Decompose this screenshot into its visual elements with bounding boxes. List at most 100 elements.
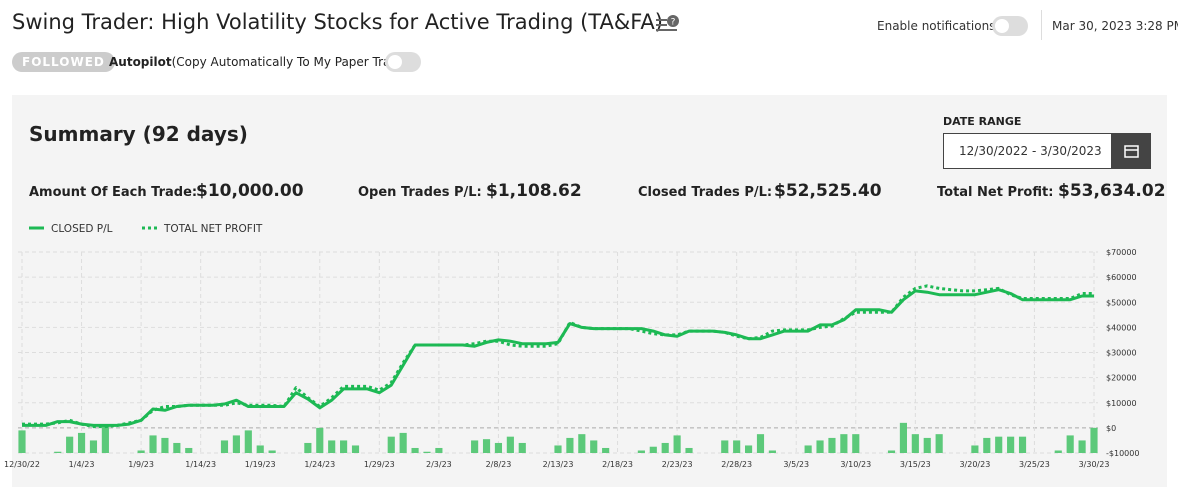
x-tick-label: 3/15/23 bbox=[900, 460, 931, 469]
bar bbox=[1054, 450, 1062, 453]
autopilot-note: (Copy Automatically To My Paper Trades) bbox=[171, 55, 417, 69]
bar bbox=[768, 450, 776, 453]
bar bbox=[649, 446, 657, 453]
bar bbox=[1066, 435, 1074, 453]
y-tick-label: $20000 bbox=[1106, 374, 1137, 383]
x-tick-label: 1/29/23 bbox=[364, 460, 395, 469]
bar bbox=[482, 439, 491, 453]
x-tick-label: 2/8/23 bbox=[486, 460, 512, 469]
info-icon[interactable]: ? bbox=[655, 14, 681, 34]
y-tick-label: $60000 bbox=[1106, 273, 1137, 282]
summary-title: Summary (92 days) bbox=[29, 122, 248, 146]
bar bbox=[721, 440, 729, 453]
bar bbox=[304, 442, 312, 453]
x-tick-label: 1/19/23 bbox=[245, 460, 276, 469]
bar bbox=[745, 445, 753, 453]
bar bbox=[89, 440, 98, 453]
bar bbox=[733, 440, 741, 453]
bar bbox=[423, 451, 431, 453]
notifications-toggle[interactable] bbox=[992, 16, 1028, 36]
bar bbox=[77, 432, 86, 453]
bar bbox=[828, 437, 836, 453]
bar bbox=[340, 440, 348, 453]
bar bbox=[137, 450, 145, 453]
x-tick-label: 3/5/23 bbox=[783, 460, 809, 469]
bar bbox=[590, 440, 598, 453]
bar bbox=[506, 436, 514, 453]
bar bbox=[685, 447, 693, 453]
notifications-label: Enable notifications bbox=[877, 19, 996, 33]
date-range-label: DATE RANGE bbox=[943, 115, 1022, 128]
followed-badge[interactable]: FOLLOWED bbox=[12, 52, 115, 72]
bar bbox=[804, 445, 812, 453]
bar bbox=[578, 434, 586, 453]
stat-label: Open Trades P/L: bbox=[358, 185, 482, 200]
bar bbox=[101, 425, 109, 453]
y-tick-label: $70000 bbox=[1106, 248, 1137, 257]
x-tick-label: 1/24/23 bbox=[304, 460, 335, 469]
bar bbox=[887, 450, 896, 453]
bar bbox=[602, 447, 610, 453]
series-line bbox=[22, 284, 1094, 429]
autopilot-label: Autopilot bbox=[109, 55, 172, 69]
x-tick-label: 2/28/23 bbox=[721, 460, 752, 469]
y-tick-label: -$10000 bbox=[1106, 449, 1139, 458]
legend-label: TOTAL NET PROFIT bbox=[163, 223, 263, 235]
bar bbox=[995, 436, 1003, 453]
bar bbox=[220, 440, 229, 453]
bar bbox=[411, 447, 419, 453]
bar bbox=[18, 430, 26, 453]
x-tick-label: 3/10/23 bbox=[840, 460, 871, 469]
svg-text:?: ? bbox=[671, 18, 676, 28]
y-tick-label: $50000 bbox=[1106, 298, 1137, 307]
stat-value: $1,108.62 bbox=[486, 181, 582, 201]
x-tick-label: 2/18/23 bbox=[602, 460, 633, 469]
bar bbox=[971, 445, 979, 453]
stat-label: Total Net Profit: bbox=[937, 185, 1054, 200]
stat-label: Amount Of Each Trade: bbox=[29, 185, 198, 200]
timestamp: Mar 30, 2023 3:28 PM bbox=[1052, 19, 1178, 33]
bar bbox=[1007, 436, 1015, 453]
bar bbox=[149, 435, 157, 453]
autopilot: Autopilot(Copy Automatically To My Paper… bbox=[109, 55, 416, 69]
bar bbox=[256, 445, 264, 453]
bar bbox=[899, 422, 907, 453]
bar bbox=[173, 442, 181, 453]
bar bbox=[935, 434, 943, 453]
bar bbox=[399, 432, 407, 453]
stat-value: $52,525.40 bbox=[774, 181, 882, 201]
page-title: Swing Trader: High Volatility Stocks for… bbox=[12, 10, 663, 34]
date-range-input[interactable]: 12/30/2022 - 3/30/2023 bbox=[943, 133, 1112, 169]
stat-value: $53,634.02 bbox=[1058, 181, 1166, 201]
bar bbox=[756, 434, 765, 453]
calendar-button[interactable] bbox=[1112, 133, 1151, 169]
bar bbox=[637, 450, 645, 453]
bar bbox=[673, 435, 681, 453]
x-tick-label: 1/9/23 bbox=[128, 460, 154, 469]
x-tick-label: 12/30/22 bbox=[4, 460, 40, 469]
y-tick-label: $10000 bbox=[1106, 399, 1137, 408]
y-tick-label: $30000 bbox=[1106, 349, 1137, 358]
y-tick-label: $40000 bbox=[1106, 323, 1137, 332]
bar bbox=[566, 437, 574, 453]
bar bbox=[435, 447, 443, 453]
bar bbox=[494, 442, 503, 453]
series-line bbox=[22, 288, 1094, 427]
bar bbox=[471, 440, 479, 453]
x-tick-label: 1/14/23 bbox=[185, 460, 216, 469]
bar bbox=[185, 447, 193, 453]
bar bbox=[328, 440, 336, 453]
bar bbox=[518, 442, 526, 453]
bar bbox=[554, 445, 562, 453]
divider bbox=[1041, 10, 1042, 40]
bar bbox=[1018, 436, 1027, 453]
autopilot-toggle[interactable] bbox=[385, 52, 421, 72]
bar bbox=[816, 440, 824, 453]
bar bbox=[840, 434, 848, 453]
x-tick-label: 3/25/23 bbox=[1019, 460, 1050, 469]
bar bbox=[351, 445, 360, 453]
bar bbox=[1090, 427, 1098, 453]
x-tick-label: 2/3/23 bbox=[426, 460, 452, 469]
